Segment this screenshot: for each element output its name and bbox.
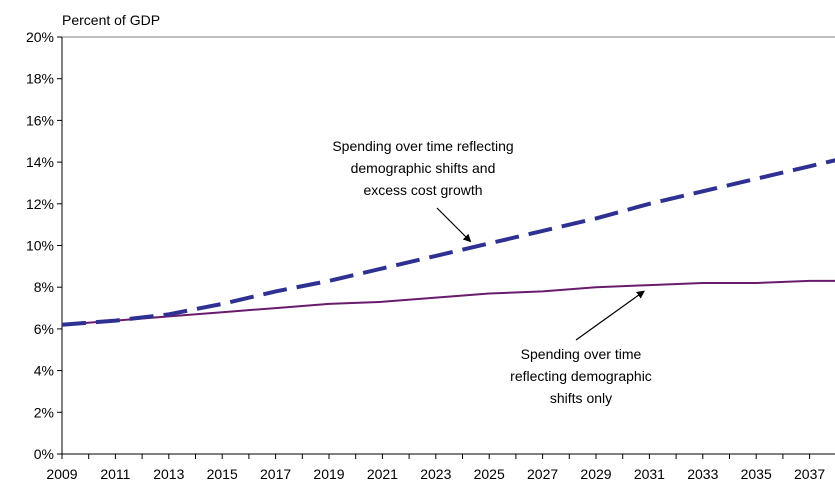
y-tick-label: 12% xyxy=(26,196,54,212)
annotation-text-demo_label: shifts only xyxy=(550,390,612,406)
annotation-text-excess_label: demographic shifts and xyxy=(351,160,496,176)
x-tick-label: 2017 xyxy=(260,466,291,482)
y-tick-label: 20% xyxy=(26,29,54,45)
annotations: Spending over time reflecting demographic… xyxy=(332,138,651,406)
annotation-arrow-demo_label xyxy=(575,290,645,341)
y-tick-label: 18% xyxy=(26,71,54,87)
axes: 0% 2% 4% 6% 8% 10% 12% 14% 16% 18% 20% 2009 2011 2013… xyxy=(26,29,835,482)
x-tick-label: 2027 xyxy=(527,466,558,482)
x-tick-label: 2035 xyxy=(741,466,772,482)
annotation-text-demo_label: reflecting demographic xyxy=(510,368,652,384)
y-tick-label: 16% xyxy=(26,112,54,128)
y-tick-label: 4% xyxy=(34,363,54,379)
x-tick-label: 2011 xyxy=(100,466,130,482)
x-tick-label: 2037 xyxy=(794,466,825,482)
x-tick-label: 2009 xyxy=(46,466,77,482)
annotation-text-excess_label: Spending over time reflecting xyxy=(332,138,513,154)
y-tick-label: 6% xyxy=(34,321,54,337)
series-line-excess xyxy=(61,158,835,327)
y-axis-title: Percent of GDP xyxy=(62,12,160,28)
series-group xyxy=(61,158,835,327)
x-tick-label: 2031 xyxy=(634,466,665,482)
x-tick-label: 2033 xyxy=(687,466,718,482)
y-tick-label: 8% xyxy=(34,279,54,295)
x-tick-label: 2015 xyxy=(207,466,238,482)
annotation-text-excess_label: excess cost growth xyxy=(363,182,482,198)
y-tick-label: 0% xyxy=(34,446,54,462)
y-tick-label: 2% xyxy=(34,404,54,420)
y-tick-label: 14% xyxy=(26,154,54,170)
series-line-demographic xyxy=(61,279,835,326)
x-tick-label: 2021 xyxy=(367,466,398,482)
x-tick-label: 2029 xyxy=(580,466,611,482)
annotation-arrow-excess_label xyxy=(436,207,472,243)
x-tick-label: 2025 xyxy=(474,466,505,482)
x-tick-label: 2023 xyxy=(420,466,451,482)
annotation-text-demo_label: Spending over time xyxy=(521,346,642,362)
x-tick-label: 2013 xyxy=(153,466,184,482)
x-tick-label: 2019 xyxy=(313,466,344,482)
y-tick-label: 10% xyxy=(26,238,54,254)
